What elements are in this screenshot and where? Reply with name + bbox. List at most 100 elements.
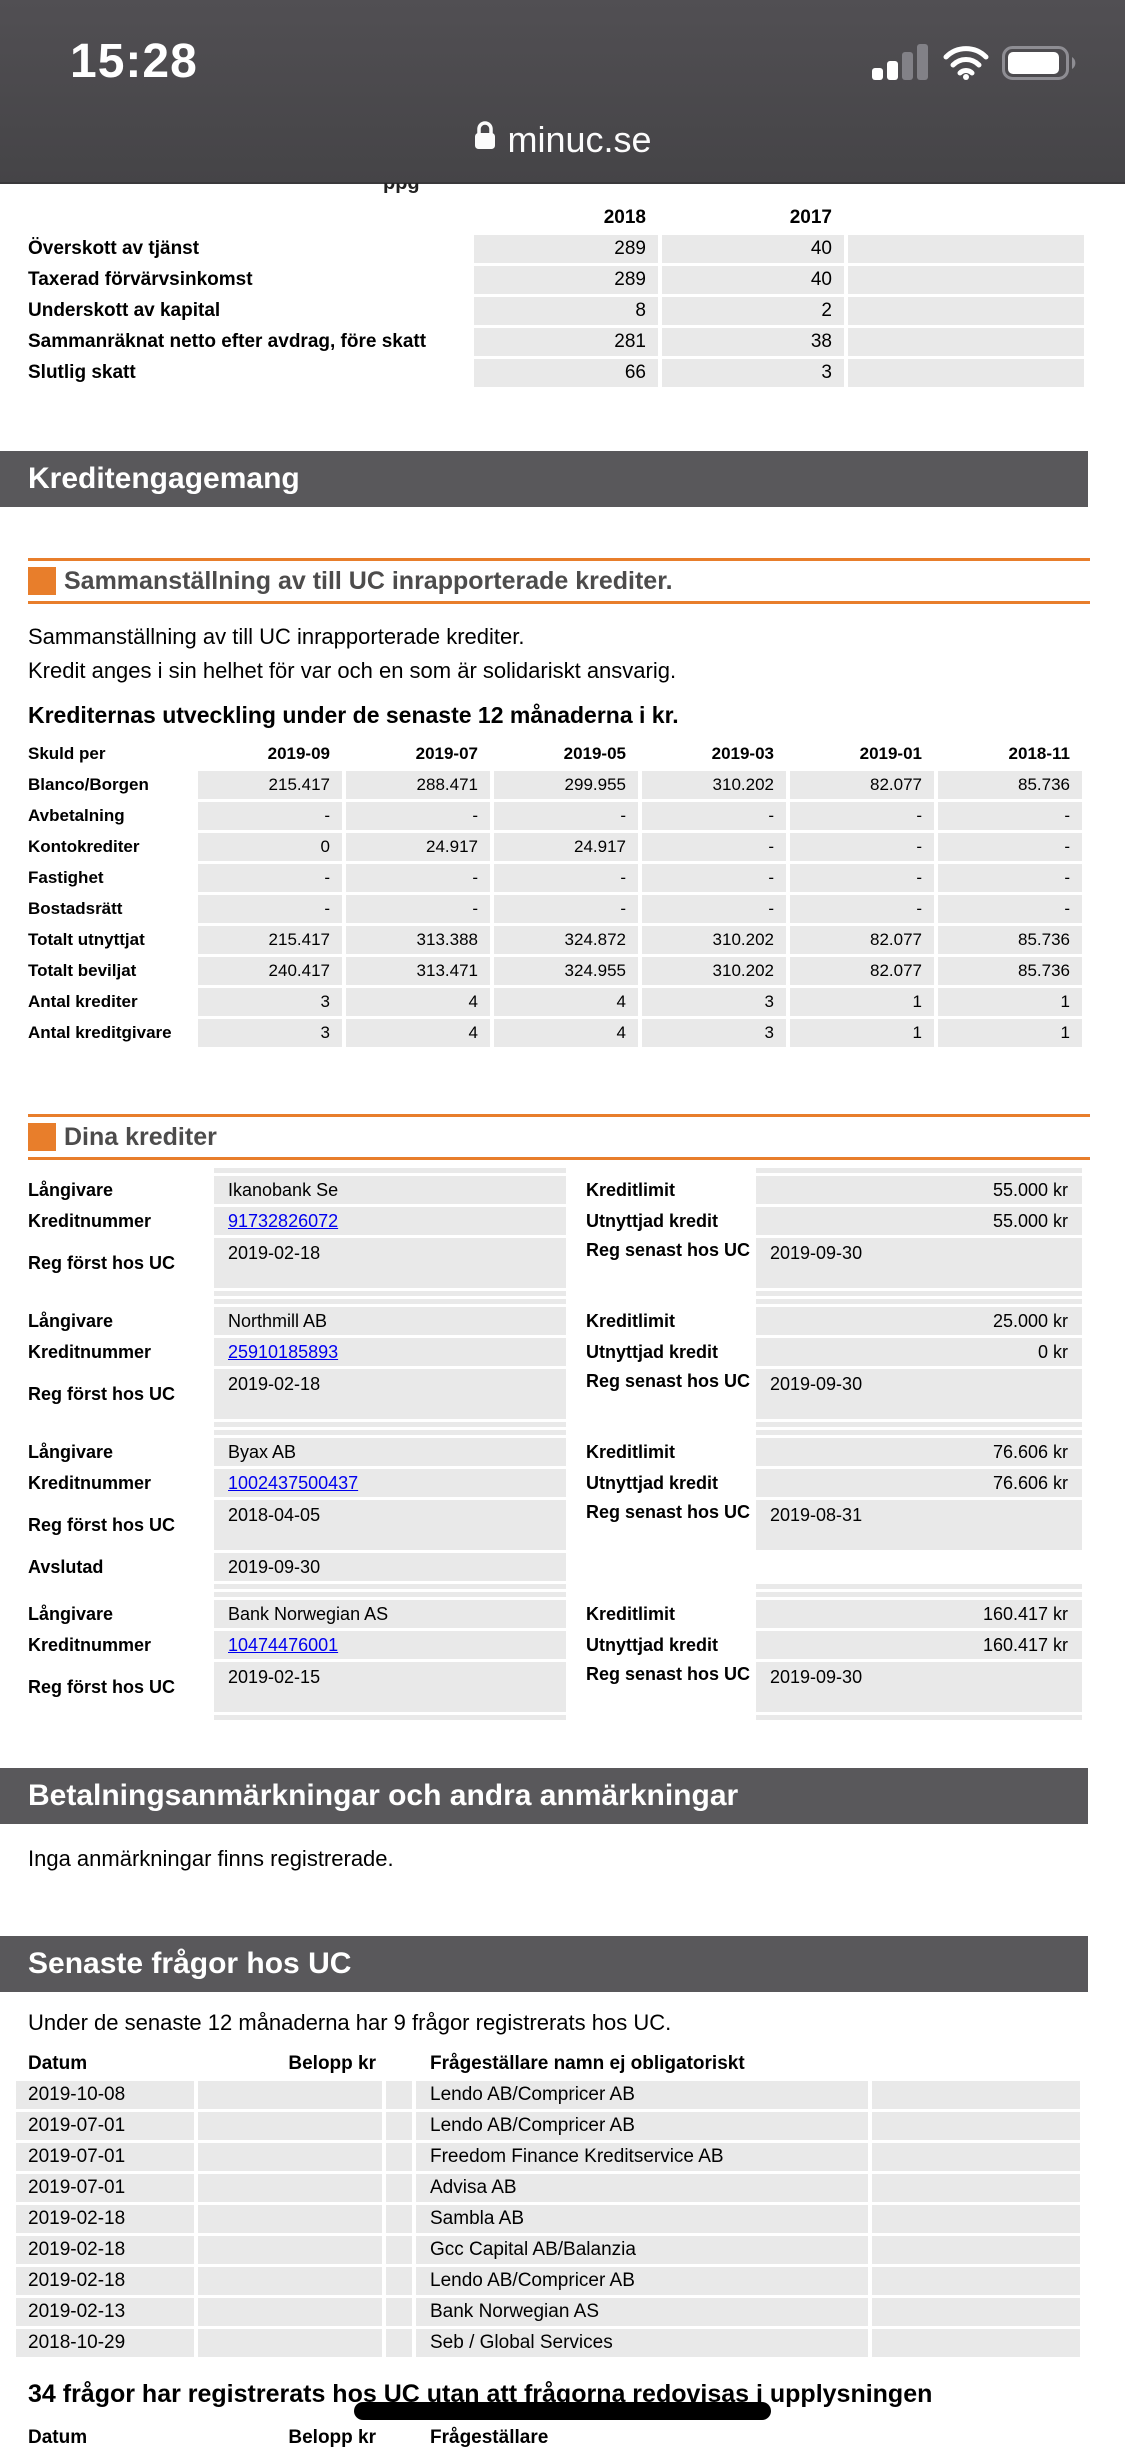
debt-header-skuld-per: Skuld per [28, 744, 106, 763]
inquiry-company: Bank Norwegian AS [416, 2298, 868, 2326]
section-band-kreditengagemang: Kreditengagemang [0, 451, 1088, 507]
entry-spacer [28, 1299, 1082, 1304]
debt-value: 3 [642, 988, 786, 1016]
income-value-empty [848, 297, 1084, 325]
debt-value: - [494, 895, 638, 923]
debt-value: - [790, 833, 934, 861]
entry-row-avslutad: Avslutad 2019-09-30 [28, 1553, 1082, 1581]
debt-value: - [790, 802, 934, 830]
url-text: minuc.se [507, 119, 652, 160]
inquiry-trailing-empty [872, 2081, 1080, 2109]
langivare-value: Bank Norwegian AS [214, 1600, 566, 1628]
utnyttjad-value: 0 kr [756, 1338, 1082, 1366]
debt-value: 3 [198, 1019, 342, 1047]
entry-row-reg: Reg först hos UC 2019-02-15 Reg senast h… [28, 1662, 1082, 1712]
reg-forst-label: Reg först hos UC [28, 1515, 176, 1535]
income-value-2018: 289 [474, 266, 658, 294]
debt-value: - [642, 864, 786, 892]
reg-forst-label: Reg först hos UC [28, 1677, 176, 1697]
credit-entry: Långivare Ikanobank Se Kreditlimit 55.00… [28, 1168, 1082, 1296]
kreditnummer-link[interactable]: 1002437500437 [228, 1473, 359, 1493]
inquiry-date: 2019-02-18 [16, 2205, 194, 2233]
avslutad-label: Avslutad [28, 1557, 104, 1577]
debt-value: - [938, 802, 1082, 830]
langivare-label: Långivare [28, 1180, 114, 1200]
kreditnummer-link[interactable]: 25910185893 [228, 1342, 339, 1362]
income-row-label: Underskott av kapital [28, 300, 221, 321]
remarks-body: Inga anmärkningar finns registrerade. [28, 1846, 394, 1871]
entry-spacer [28, 1422, 1082, 1427]
debt-value: 310.202 [642, 926, 786, 954]
income-header-2017: 2017 [789, 207, 832, 228]
inquiry-trailing-empty [872, 2236, 1080, 2264]
debt-value: 82.077 [790, 926, 934, 954]
inquiry-trailing-empty [872, 2267, 1080, 2295]
debt-value: 324.872 [494, 926, 638, 954]
income-row-label: Sammanräknat netto efter avdrag, före sk… [28, 331, 427, 352]
inquiry-trailing-empty [872, 2174, 1080, 2202]
inquiry-date: 2019-07-01 [16, 2174, 194, 2202]
entry-row-kreditnummer: Kreditnummer 10474476001 Utnyttjad kredi… [28, 1631, 1082, 1659]
debt-value: - [642, 895, 786, 923]
kreditnummer-link[interactable]: 10474476001 [228, 1635, 339, 1655]
debt-row-label: Bostadsrätt [28, 899, 123, 918]
credit-entries: Långivare Ikanobank Se Kreditlimit 55.00… [28, 1168, 1082, 1723]
entry-row-reg: Reg först hos UC 2018-04-05 Reg senast h… [28, 1500, 1082, 1550]
income-row-label: Taxerad förvärvsinkomst [28, 269, 253, 290]
entry-row-reg: Reg först hos UC 2019-02-18 Reg senast h… [28, 1238, 1082, 1288]
inquiry-belopp-empty [198, 2174, 382, 2202]
debt-value: 3 [642, 1019, 786, 1047]
browser-chrome: 15:28 [0, 0, 1125, 184]
inquiry-gap-cell [386, 2112, 412, 2140]
kreditnummer-label: Kreditnummer [28, 1473, 152, 1493]
income-value-empty [848, 328, 1084, 356]
entry-spacer [28, 1592, 1082, 1597]
inquiry-company: Seb / Global Services [416, 2329, 868, 2357]
inquiry-belopp-empty [198, 2205, 382, 2233]
debt-value: - [494, 802, 638, 830]
section-header-dina-krediter: Dina krediter [28, 1114, 1090, 1160]
debt-value: 1 [790, 988, 934, 1016]
inquiry-company: Lendo AB/Compricer AB [416, 2112, 868, 2140]
debt-value: 82.077 [790, 771, 934, 799]
entry-row-langivare: Långivare Northmill AB Kreditlimit 25.00… [28, 1307, 1082, 1335]
debt-value: 4 [346, 988, 490, 1016]
kreditlimit-label: Kreditlimit [586, 1311, 676, 1331]
kreditnummer-link[interactable]: 91732826072 [228, 1211, 339, 1231]
bottom-header-fragestallare: Frågeställare [430, 2427, 549, 2448]
inquiry-company: Lendo AB/Compricer AB [416, 2267, 868, 2295]
income-row-label: Slutlig skatt [28, 362, 136, 383]
kreditnummer-label: Kreditnummer [28, 1211, 152, 1231]
utnyttjad-value: 160.417 kr [756, 1631, 1082, 1659]
utnyttjad-value: 76.606 kr [756, 1469, 1082, 1497]
debt-value: 288.471 [346, 771, 490, 799]
debt-value: - [938, 833, 1082, 861]
home-indicator[interactable] [354, 2402, 771, 2420]
debt-table-heading: Krediternas utveckling under de senaste … [28, 702, 679, 728]
debt-value: - [938, 864, 1082, 892]
entry-row-kreditnummer: Kreditnummer 1002437500437 Utnyttjad kre… [28, 1469, 1082, 1497]
entry-spacer [28, 1168, 1082, 1173]
inquiry-gap-cell [386, 2143, 412, 2171]
debt-value: - [938, 895, 1082, 923]
langivare-label: Långivare [28, 1604, 114, 1624]
summary-line-2: Kredit anges i sin helhet för var och en… [28, 658, 677, 683]
entry-row-kreditnummer: Kreditnummer 25910185893 Utnyttjad kredi… [28, 1338, 1082, 1366]
reg-forst-value: 2019-02-18 [214, 1238, 566, 1288]
debt-value: 4 [494, 988, 638, 1016]
inquiry-gap-cell [386, 2267, 412, 2295]
utnyttjad-label: Utnyttjad kredit [586, 1342, 719, 1362]
inquiry-company: Sambla AB [416, 2205, 868, 2233]
url-bar[interactable]: minuc.se [0, 112, 1125, 168]
income-value-2017: 40 [662, 235, 844, 263]
inquiry-date: 2019-07-01 [16, 2112, 194, 2140]
debt-value: 1 [938, 1019, 1082, 1047]
debt-row-label: Blanco/Borgen [28, 775, 149, 794]
inquiry-date: 2019-07-01 [16, 2143, 194, 2171]
credit-entry: Långivare Bank Norwegian AS Kreditlimit … [28, 1592, 1082, 1720]
lock-icon [473, 119, 497, 161]
debt-value: 24.917 [494, 833, 638, 861]
debt-value: 4 [494, 1019, 638, 1047]
inquiry-belopp-empty [198, 2236, 382, 2264]
income-value-2017: 3 [662, 359, 844, 387]
